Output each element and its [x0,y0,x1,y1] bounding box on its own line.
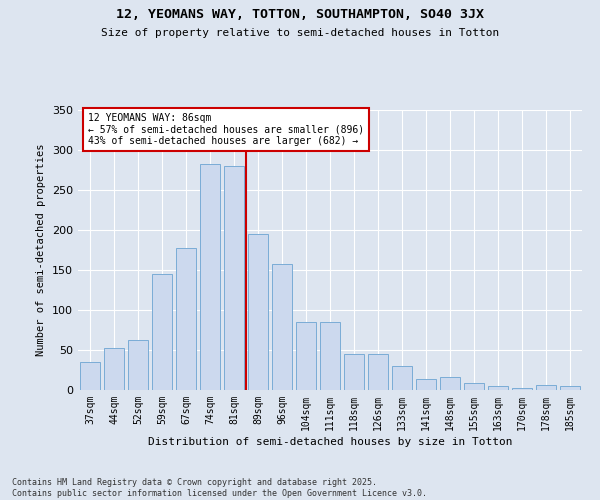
Bar [248,234,268,390]
Bar [128,340,148,390]
Bar [392,366,412,390]
Bar [272,264,292,390]
Bar [296,322,316,390]
Bar [536,385,556,390]
Bar [440,377,460,390]
Bar [368,354,388,390]
Bar [416,379,436,390]
Bar [344,354,364,390]
Bar [512,388,532,390]
Y-axis label: Number of semi-detached properties: Number of semi-detached properties [37,144,46,356]
Bar [488,386,508,390]
Bar [320,322,340,390]
Bar [200,164,220,390]
X-axis label: Distribution of semi-detached houses by size in Totton: Distribution of semi-detached houses by … [148,437,512,447]
Bar [80,362,100,390]
Text: 12 YEOMANS WAY: 86sqm
← 57% of semi-detached houses are smaller (896)
43% of sem: 12 YEOMANS WAY: 86sqm ← 57% of semi-deta… [88,113,364,146]
Text: Size of property relative to semi-detached houses in Totton: Size of property relative to semi-detach… [101,28,499,38]
Bar [176,248,196,390]
Bar [224,166,244,390]
Bar [152,274,172,390]
Text: 12, YEOMANS WAY, TOTTON, SOUTHAMPTON, SO40 3JX: 12, YEOMANS WAY, TOTTON, SOUTHAMPTON, SO… [116,8,484,20]
Bar [560,386,580,390]
Bar [464,383,484,390]
Bar [104,348,124,390]
Text: Contains HM Land Registry data © Crown copyright and database right 2025.
Contai: Contains HM Land Registry data © Crown c… [12,478,427,498]
